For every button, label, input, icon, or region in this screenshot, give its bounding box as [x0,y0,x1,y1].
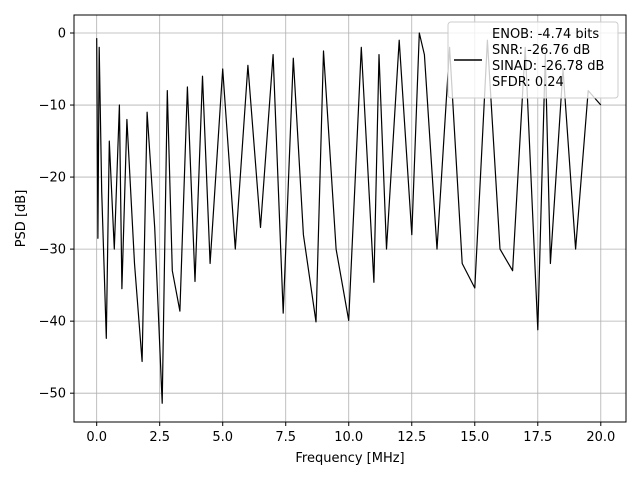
legend-box [447,21,619,99]
y-tick-label: −50 [39,387,66,402]
axis-ticks: 0.0 2.5 5.0 7.5 10.0 12.5 15.0 17.5 20.0 0 −10 −20 −… [39,27,616,445]
legend-entry-line: ENOB: -4.74 bits [492,27,599,42]
x-tick-label: 20.0 [586,430,615,445]
y-tick-label: −30 [39,243,66,258]
plot-frame [73,14,627,423]
x-tick-label: 17.5 [523,430,552,445]
legend-entry-line: SINAD: -26.78 dB [492,59,604,74]
x-axis-label: Frequency [MHz] [295,451,404,466]
x-tick-label: 12.5 [397,430,426,445]
x-tick-label: 0.0 [86,430,107,445]
legend-entry-line: SFDR: 0.24 [492,75,564,90]
y-tick-label: −10 [39,99,66,114]
x-tick-label: 10.0 [334,430,363,445]
x-tick-label: 15.0 [460,430,489,445]
psd-series-line [96,32,602,404]
legend-entry-line: SNR: -26.76 dB [492,43,590,58]
x-tick-label: 2.5 [149,430,170,445]
y-axis-label: PSD [dB] [14,190,29,248]
x-tick-label: 7.5 [275,430,296,445]
y-tick-label: −20 [39,171,66,186]
x-tick-label: 5.0 [212,430,233,445]
y-tick-label: 0 [58,27,66,42]
plot-area [96,32,602,404]
y-tick-label: −40 [39,315,66,330]
